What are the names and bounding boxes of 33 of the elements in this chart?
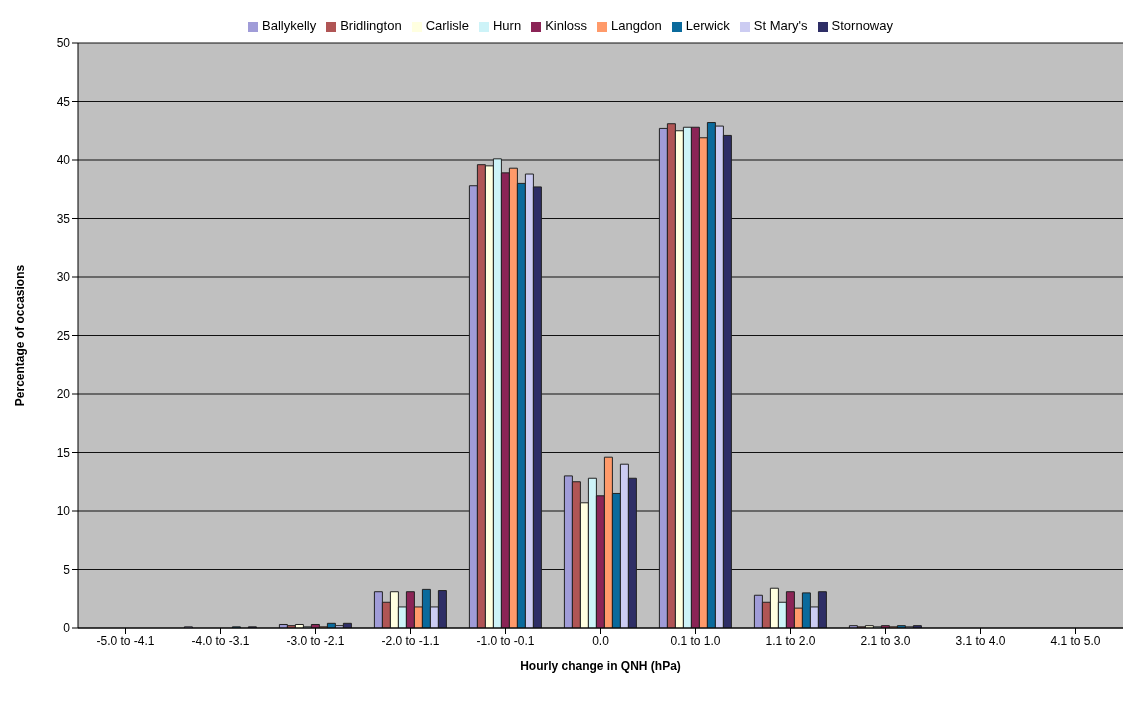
legend-label: Lerwick: [685, 18, 730, 33]
y-tick-label: 20: [56, 387, 71, 402]
x-tick-label: -4.0 to -3.1: [191, 633, 250, 648]
y-tick-label: 10: [56, 504, 71, 519]
y-tick-label: 40: [56, 153, 71, 168]
x-axis-title: Hourly change in QNH (hPa): [520, 659, 681, 673]
y-tick-label: 45: [56, 94, 71, 109]
y-tick-label: 0: [63, 621, 71, 636]
legend-label: Langdon: [611, 18, 662, 33]
legend-label: Hurn: [492, 18, 522, 33]
y-axis-title: Percentage of occasions: [13, 264, 28, 407]
y-tick-label: 5: [63, 562, 71, 577]
x-tick-label: 3.1 to 4.0: [955, 633, 1006, 648]
x-tick-label: 0.0: [592, 633, 610, 648]
x-tick-label: -2.0 to -1.1: [381, 633, 440, 648]
y-tick-label: 30: [56, 270, 71, 285]
y-tick-label: 15: [56, 445, 71, 460]
legend-label: Carlisle: [425, 18, 469, 33]
y-tick-label: 50: [56, 36, 71, 51]
legend-label: Stornoway: [831, 18, 893, 33]
x-tick-label: 1.1 to 2.0: [765, 633, 816, 648]
legend-label: Bridlington: [340, 18, 402, 33]
legend-label: Ballykelly: [262, 18, 317, 33]
x-tick-label: -3.0 to -2.1: [286, 633, 345, 648]
y-tick-label: 35: [56, 211, 71, 226]
x-tick-label: -1.0 to -0.1: [476, 633, 535, 648]
x-tick-label: 0.1 to 1.0: [670, 633, 721, 648]
legend-label: St Mary's: [753, 18, 808, 33]
x-tick-label: -5.0 to -4.1: [96, 633, 155, 648]
x-tick-label: 4.1 to 5.0: [1050, 633, 1101, 648]
y-tick-label: 25: [56, 328, 71, 343]
x-tick-label: 2.1 to 3.0: [860, 633, 911, 648]
legend-label: Kinloss: [545, 18, 588, 33]
